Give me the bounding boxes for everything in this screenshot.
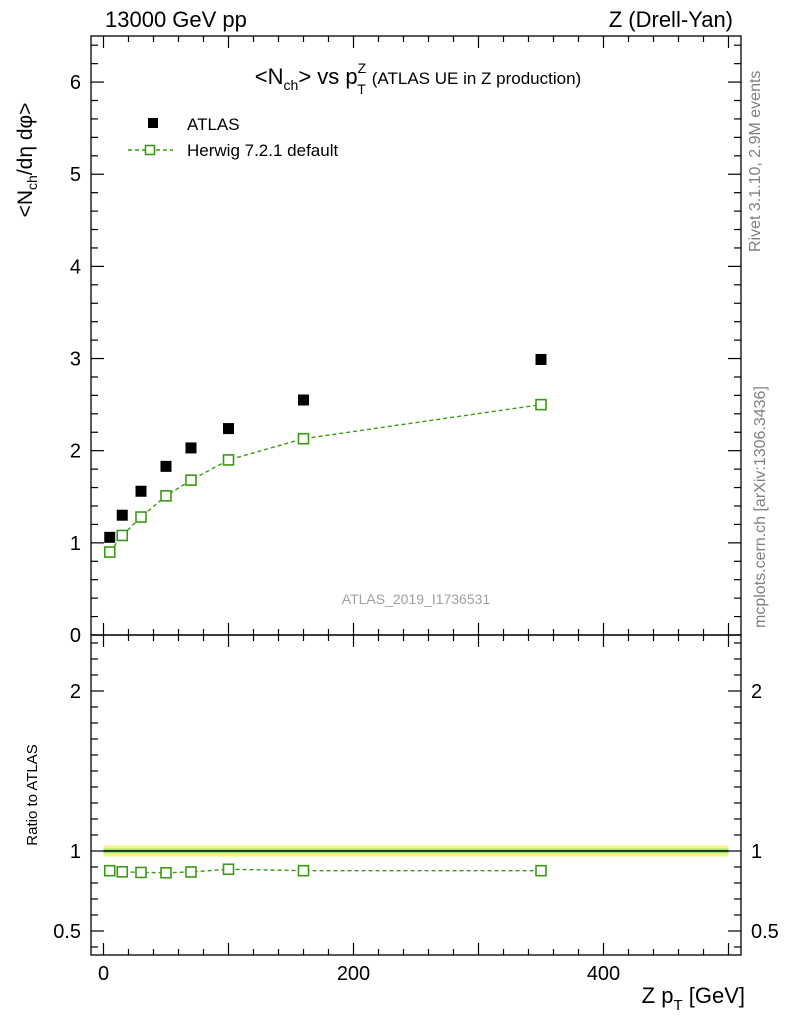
ratio-y-tick-label-left: 2: [70, 681, 81, 703]
herwig-point: [297, 432, 310, 445]
ratio-data-marks: [103, 863, 547, 879]
ratio-axis-ticks: [91, 635, 741, 955]
main-y-tick-label: 0: [70, 625, 81, 647]
atlas-point: [135, 485, 147, 497]
atlas-point: [160, 460, 172, 472]
main-y-axis-label: <Nch/dη dφ>: [14, 103, 40, 218]
atlas-point: [116, 509, 128, 521]
ratio-herwig-point: [103, 864, 116, 877]
ratio-panel-frame: [90, 634, 742, 956]
ratio-herwig-point: [297, 864, 310, 877]
main-axis-ticks: [91, 36, 741, 636]
legend: ATLAS Herwig 7.2.1 default: [128, 115, 338, 160]
atlas-point: [223, 423, 234, 435]
ratio-y-tick-label-right: 1: [751, 841, 762, 863]
ratio-herwig-line: [109, 868, 541, 874]
main-y-tick-label: 2: [70, 441, 81, 463]
x-tick-label: 400: [587, 963, 620, 985]
herwig-point: [222, 454, 235, 466]
main-y-tick-label: 6: [70, 72, 81, 94]
header-right: Z (Drell-Yan): [609, 7, 733, 32]
atlas-point: [298, 394, 309, 406]
legend-marker-herwig: [144, 144, 156, 156]
herwig-point: [535, 398, 547, 411]
ratio-y-tick-label-left: 1: [70, 841, 81, 863]
ratio-uncertainty-band: [103, 845, 729, 857]
main-y-tick-labels: 0 1 2 3 4 5 6: [70, 72, 81, 647]
ratio-tick-labels: 0.5 0.5 1 1 2 2 0 200 400: [53, 681, 779, 985]
legend-label-atlas: ATLAS: [187, 115, 240, 134]
x-tick-label: 200: [337, 963, 370, 985]
herwig-point: [185, 474, 197, 486]
ratio-herwig-point: [185, 866, 197, 878]
ratio-herwig-point: [160, 866, 172, 879]
ratio-herwig-point: [535, 864, 547, 877]
herwig-line: [109, 403, 542, 553]
main-data-marks: [103, 353, 547, 558]
header-left: 13000 GeV pp: [105, 7, 247, 32]
analysis-label: ATLAS_2019_I1736531: [342, 591, 491, 607]
atlas-point: [535, 353, 547, 365]
main-y-tick-label: 5: [70, 164, 81, 186]
main-chart-title: <Nch> vs pZ T(ATLAS UE in Z production): [255, 60, 581, 97]
mcplots-reference-text: mcplots.cern.ch [arXiv:1306.3436]: [752, 386, 769, 628]
herwig-point: [160, 490, 172, 502]
ratio-y-tick-label-right: 2: [751, 681, 762, 703]
x-axis-label: Z pT [GeV]: [642, 983, 745, 1014]
atlas-point: [104, 531, 116, 543]
ratio-y-tick-label-right: 0.5: [751, 921, 779, 943]
legend-label-herwig: Herwig 7.2.1 default: [187, 141, 338, 160]
ratio-herwig-point: [135, 866, 147, 879]
herwig-point: [135, 511, 147, 523]
main-y-tick-label: 3: [70, 349, 81, 371]
legend-marker-atlas: [148, 118, 158, 128]
ratio-y-tick-label-left: 0.5: [53, 921, 81, 943]
rivet-version-text: Rivet 3.1.10, 2.9M events: [747, 71, 764, 252]
ratio-herwig-point: [116, 865, 129, 878]
herwig-point: [103, 546, 116, 558]
ratio-y-axis-label: Ratio to ATLAS: [24, 744, 41, 845]
main-y-tick-label: 1: [70, 533, 81, 555]
atlas-point: [185, 442, 197, 454]
herwig-point: [116, 529, 129, 542]
main-y-tick-label: 4: [70, 256, 81, 278]
x-tick-label: 0: [98, 963, 109, 985]
ratio-herwig-point: [222, 863, 235, 876]
